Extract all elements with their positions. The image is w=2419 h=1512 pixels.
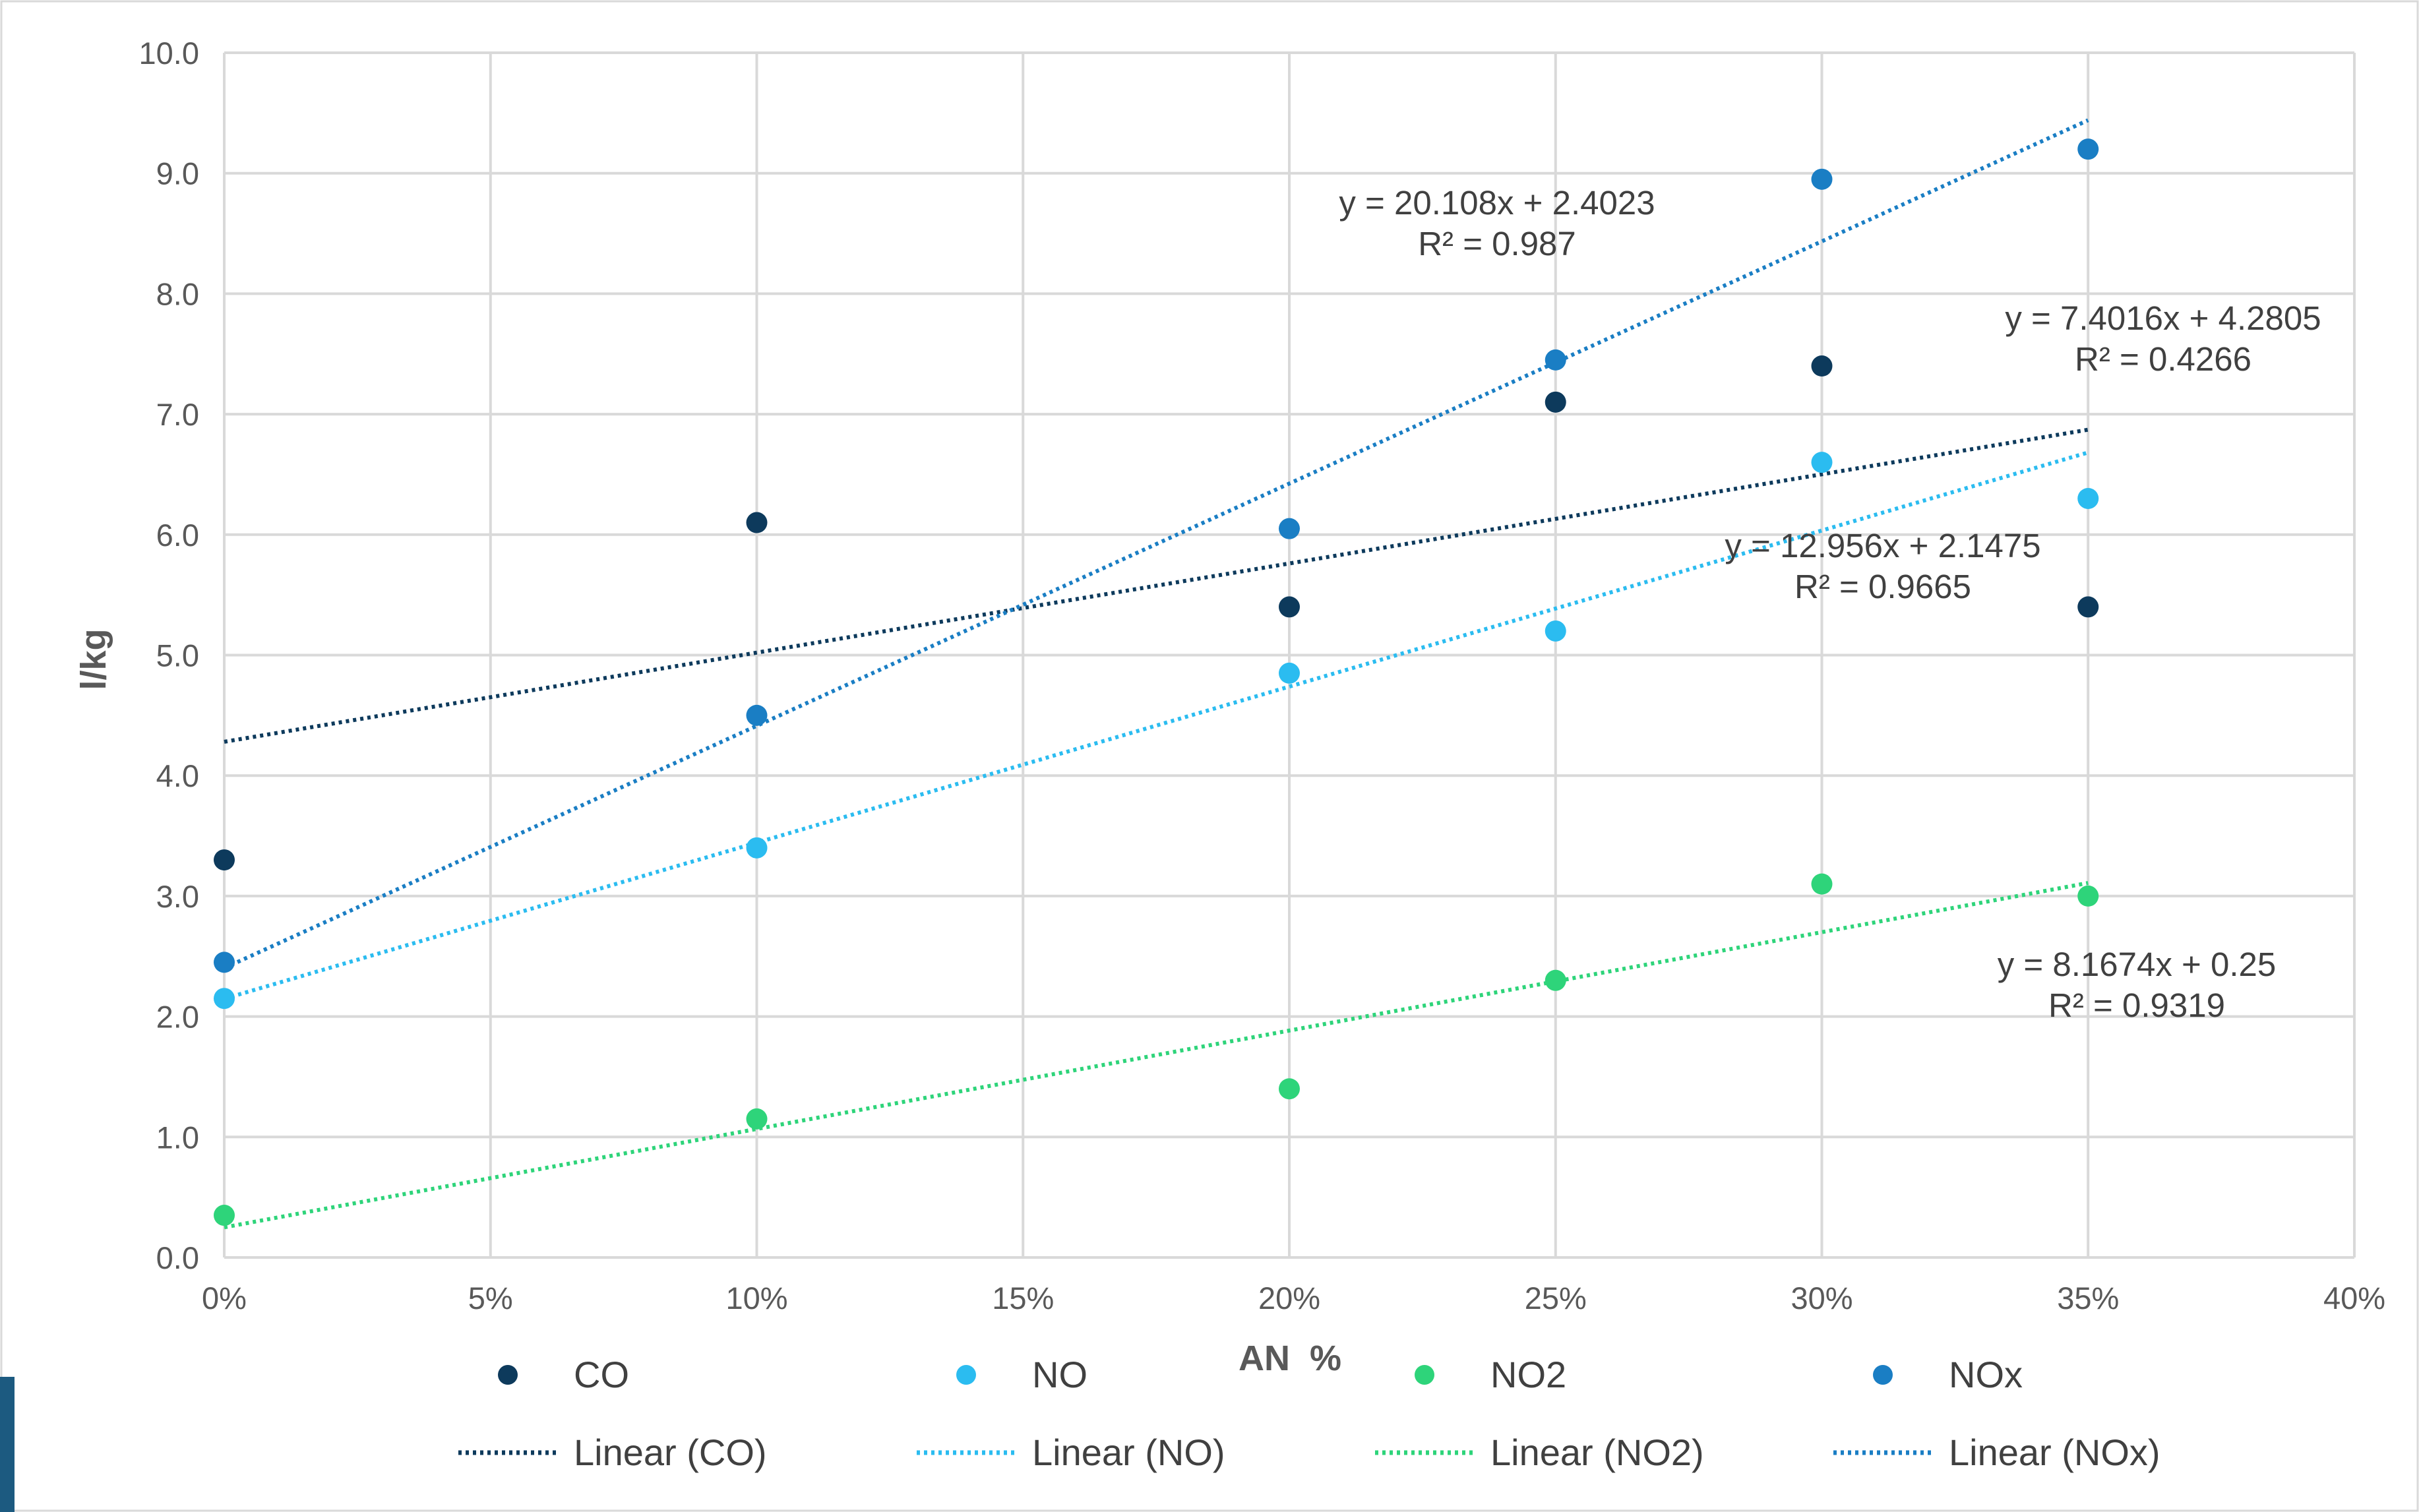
equation-label: R² = 0.9665 [1794, 568, 1971, 605]
point-nox [1279, 518, 1300, 539]
y-tick-label: 0.0 [156, 1240, 199, 1275]
trendlines [223, 118, 2089, 1230]
y-tick-label: 10.0 [139, 36, 199, 71]
x-tick-label: 5% [468, 1281, 513, 1315]
equation-label: R² = 0.987 [1418, 225, 1576, 262]
y-tick-label: 6.0 [156, 518, 199, 553]
x-axis-title: AN % [1239, 1339, 1341, 1378]
x-tick-label: 0% [202, 1281, 247, 1315]
point-no [746, 837, 768, 859]
point-no2 [1279, 1078, 1300, 1100]
point-no [1279, 662, 1300, 684]
y-tick-label: 7.0 [156, 397, 199, 432]
x-tick-label: 35% [2057, 1281, 2119, 1315]
equation-label: y = 12.956x + 2.1475 [1725, 527, 2040, 564]
point-nox [214, 952, 235, 973]
point-co [1545, 391, 1566, 413]
point-nox [1545, 349, 1566, 371]
legend-label: NO [1032, 1354, 1087, 1395]
point-co [214, 849, 235, 871]
point-nox [746, 704, 768, 726]
y-tick-label: 8.0 [156, 276, 199, 311]
point-no [214, 988, 235, 1010]
y-tick-label: 2.0 [156, 1000, 199, 1035]
trendline-co [224, 427, 2089, 744]
legend-trend-label: Linear (NO2) [1490, 1432, 1704, 1473]
legend-marker-no [956, 1365, 976, 1385]
y-axis-title: l/kg [74, 628, 113, 690]
y-tick-label: 3.0 [156, 879, 199, 914]
x-axis-ticks: 0% 5% 10% 15% 20% 25% 30% 35% 40% [202, 1281, 2385, 1315]
legend-label: CO [574, 1354, 629, 1395]
legend: CO Linear (CO) NO Linear (NO) NO2 Linear (NO2… [458, 1354, 2160, 1473]
equation-label: R² = 0.9319 [2048, 986, 2225, 1024]
point-no2 [1811, 873, 1833, 895]
point-no [2077, 487, 2099, 509]
equation-label: R² = 0.4266 [2075, 340, 2251, 378]
y-axis-ticks: 0.0 1.0 2.0 3.0 4.0 5.0 6.0 7.0 8.0 9.0 10.0 [139, 36, 199, 1275]
equation-label: y = 8.1674x + 0.25 [1998, 946, 2277, 983]
point-no2 [746, 1108, 768, 1130]
left-edge-accent [0, 1377, 15, 1512]
point-co [1811, 355, 1833, 377]
legend-trend-label: Linear (CO) [574, 1432, 767, 1473]
legend-marker-no2 [1415, 1365, 1434, 1385]
equation-label: y = 7.4016x + 4.2805 [2005, 299, 2321, 337]
legend-label: NOx [1949, 1354, 2023, 1395]
legend-trend-label: Linear (NOx) [1949, 1432, 2160, 1473]
point-no [1545, 620, 1566, 642]
point-co [2077, 596, 2099, 618]
legend-label: NO2 [1490, 1354, 1566, 1395]
legend-trend-label: Linear (NO) [1032, 1432, 1225, 1473]
gridlines [223, 51, 2356, 1259]
y-tick-label: 1.0 [156, 1120, 199, 1155]
point-no2 [2077, 885, 2099, 907]
legend-marker-nox [1873, 1365, 1893, 1385]
point-nox [2077, 138, 2099, 160]
point-co [746, 512, 768, 533]
x-tick-label: 20% [1258, 1281, 1320, 1315]
x-tick-label: 30% [1791, 1281, 1853, 1315]
legend-marker-co [498, 1365, 518, 1385]
x-tick-label: 40% [2323, 1281, 2385, 1315]
point-no [1811, 452, 1833, 473]
y-tick-label: 9.0 [156, 156, 199, 191]
point-no2 [214, 1205, 235, 1226]
trendline-nox [223, 118, 2089, 970]
y-tick-label: 4.0 [156, 758, 199, 793]
y-tick-label: 5.0 [156, 638, 199, 673]
point-no2 [1545, 969, 1566, 991]
trendline-no [224, 450, 2089, 1001]
point-co [1279, 596, 1300, 618]
point-nox [1811, 168, 1833, 190]
x-tick-label: 25% [1525, 1281, 1587, 1315]
x-tick-label: 15% [992, 1281, 1054, 1315]
equation-label: y = 20.108x + 2.4023 [1339, 184, 1655, 222]
x-tick-label: 10% [725, 1281, 787, 1315]
data-points [214, 138, 2099, 1226]
